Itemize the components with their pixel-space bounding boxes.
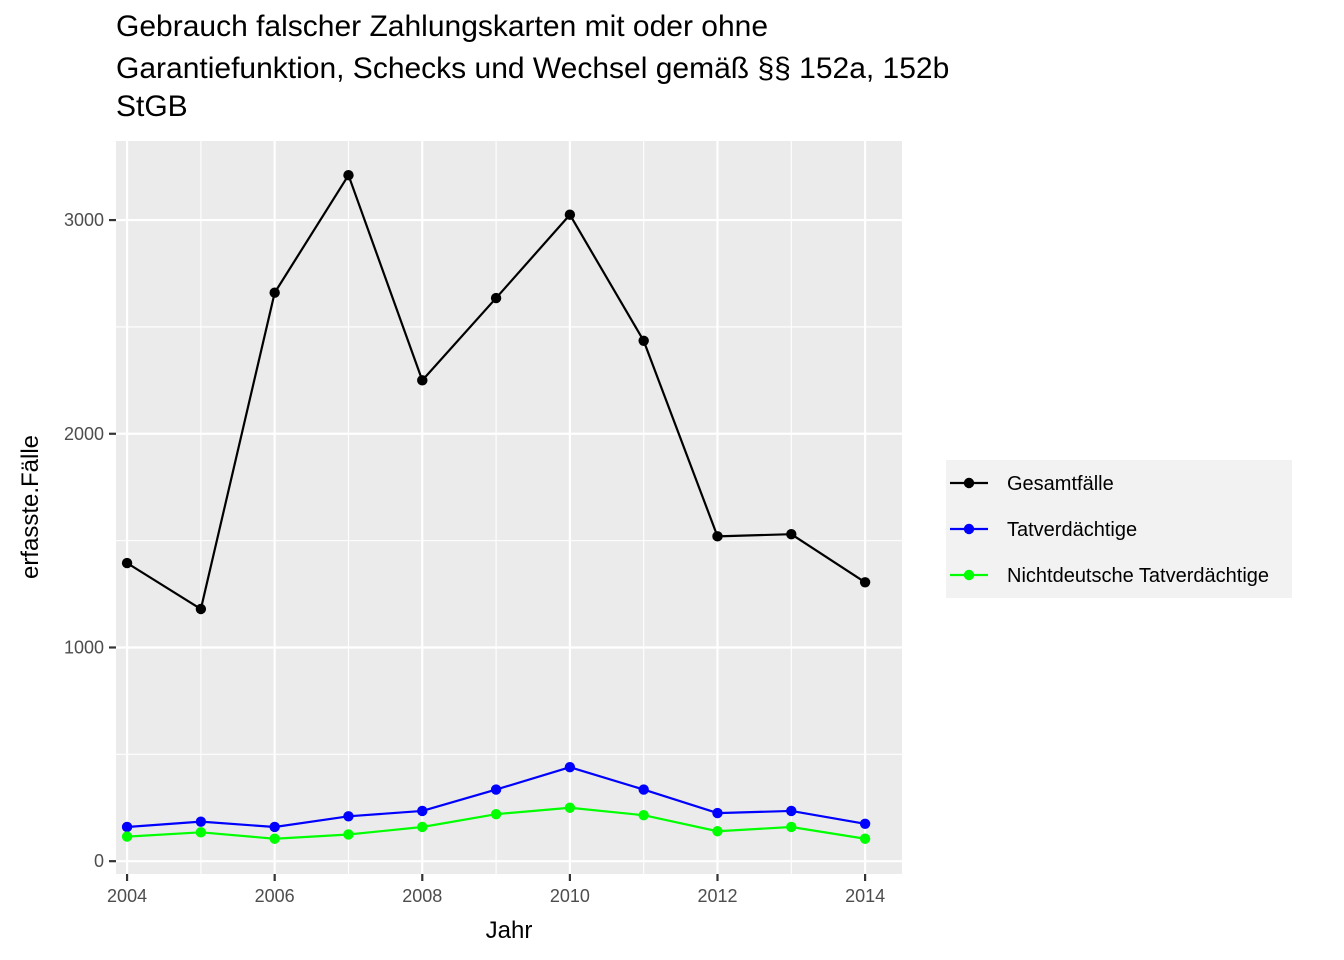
series-1-point xyxy=(269,287,280,298)
series-2-point xyxy=(564,761,576,773)
series-2-point xyxy=(417,805,428,817)
series-1-point xyxy=(786,529,797,540)
series-1-point xyxy=(343,169,354,181)
chart-title-line-1: Gebrauch falscher Zahlungskarten mit ode… xyxy=(116,10,768,43)
legend-background xyxy=(946,460,1292,598)
series-1-point xyxy=(195,603,207,615)
legend-key-point-3 xyxy=(963,569,975,581)
series-3-point xyxy=(786,821,797,833)
chart-title-line-2: Garantiefunktion, Schecks und Wechsel ge… xyxy=(116,52,949,85)
series-1-point xyxy=(638,335,649,347)
series-3-point xyxy=(269,833,280,844)
series-2-point xyxy=(121,821,133,833)
x-tick-label: 2004 xyxy=(107,886,147,906)
series-2-point xyxy=(712,807,723,819)
x-tick-label: 2008 xyxy=(402,886,442,906)
legend-label-2: Tatverdächtige xyxy=(1007,519,1137,541)
y-axis-title: erfasste.Fälle xyxy=(17,435,44,579)
series-1-point xyxy=(417,375,428,386)
plot-panel xyxy=(116,141,902,874)
legend-key-point-1 xyxy=(963,477,975,489)
y-tick-label: 1000 xyxy=(64,637,104,657)
series-2-point xyxy=(195,816,207,827)
series-1-point xyxy=(490,292,502,304)
x-tick-label: 2006 xyxy=(255,886,295,906)
series-3-point xyxy=(490,808,502,820)
series-3-point xyxy=(417,821,428,833)
series-2-point xyxy=(786,805,797,817)
series-1-point xyxy=(859,577,871,588)
legend: Gesamtfälle Tatverdächtige Nichtdeutsche T… xyxy=(946,460,1292,598)
series-3-point xyxy=(343,829,354,840)
series-layer xyxy=(121,169,871,844)
series-3-point xyxy=(195,827,207,838)
y-tick-label: 0 xyxy=(94,851,104,871)
y-tick-label: 2000 xyxy=(64,424,104,444)
series-2-point xyxy=(343,811,354,822)
x-tick-label: 2014 xyxy=(845,886,885,906)
y-tick-label: 3000 xyxy=(64,210,104,230)
series-3-point xyxy=(121,831,133,842)
x-axis-title: Jahr xyxy=(486,917,533,944)
series-3-point xyxy=(712,826,723,837)
y-axis: 0 1000 2000 3000 xyxy=(64,210,116,871)
legend-label-1: Gesamtfälle xyxy=(1007,473,1114,495)
series-1-point xyxy=(121,557,133,569)
series-2-point xyxy=(638,784,649,795)
chart-title-line-3: StGB xyxy=(116,90,188,123)
series-1-point xyxy=(712,531,723,542)
series-1-point xyxy=(564,209,576,220)
x-axis: 2004 2006 2008 2010 2012 2014 xyxy=(107,874,885,906)
x-tick-label: 2010 xyxy=(550,886,590,906)
series-3-point xyxy=(859,833,871,844)
series-3-point xyxy=(564,802,576,813)
series-3-point xyxy=(638,810,649,821)
major-gridlines xyxy=(116,141,902,874)
x-tick-label: 2012 xyxy=(697,886,737,906)
series-2-point xyxy=(859,818,871,829)
minor-gridlines xyxy=(116,141,902,874)
legend-key-point-2 xyxy=(963,523,975,535)
legend-label-3: Nichtdeutsche Tatverdächtige xyxy=(1007,565,1269,587)
series-2-point xyxy=(269,821,280,833)
series-2-point xyxy=(490,784,502,795)
